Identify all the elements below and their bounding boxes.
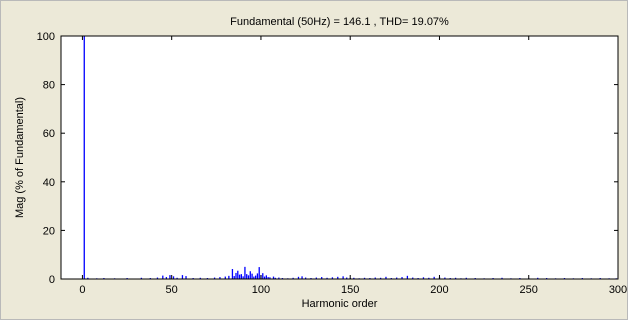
harmonic-bar [315,277,317,279]
x-tick-label: 300 [609,284,627,296]
harmonic-bar [199,277,201,279]
x-tick-label: 250 [520,284,538,296]
harmonic-bar [249,271,251,279]
harmonic-bar [297,276,300,279]
harmonic-bar [162,275,164,279]
y-axis-label: Mag (% of Fundamental) [14,97,26,218]
harmonic-bar [263,276,266,279]
harmonic-bar [278,277,280,279]
harmonic-bar [254,275,257,279]
harmonic-bar [262,273,264,279]
harmonic-bar [401,277,403,279]
x-tick-label: 50 [166,284,178,296]
harmonic-bar [385,276,387,279]
harmonic-bar [228,275,230,279]
harmonic-bar [326,277,328,279]
harmonic-bar [379,277,382,279]
harmonic-bar [235,272,237,279]
harmonic-bar [237,270,239,279]
harmonic-bar [247,275,250,279]
harmonic-bar [292,277,294,279]
plot-border [60,35,619,280]
harmonic-bar [256,273,259,279]
harmonic-bar [233,276,235,279]
x-tick-label: 150 [341,284,359,296]
harmonic-bar [181,275,184,279]
harmonic-bar [396,277,398,279]
harmonic-bar [422,277,425,279]
harmonic-bar [156,277,159,279]
harmonic-bar [465,277,467,279]
harmonic-bar [274,277,276,279]
harmonic-bar [321,277,323,279]
y-tick-label: 20 [43,225,55,237]
harmonic-bar [87,277,89,279]
harmonic-bar [331,277,334,279]
harmonic-bar [433,276,435,279]
harmonic-bar [172,276,175,279]
x-tick-label: 100 [252,284,270,296]
harmonic-bar [244,266,246,279]
plot-area [61,36,618,279]
y-axis-ticks: 0 20 40 60 80 100 [37,31,618,286]
x-tick-label: 0 [79,284,85,296]
x-tick-label: 200 [430,284,448,296]
y-tick-label: 80 [43,80,55,92]
x-axis-label: Harmonic order [302,298,378,310]
harmonic-bar [265,275,268,279]
harmonic-bar [140,277,143,279]
y-tick-label: 60 [43,128,55,140]
harmonic-bar [169,275,171,279]
harmonic-bar [246,274,248,279]
harmonic-bar [304,277,307,279]
harmonic-bar [374,277,376,279]
harmonic-bar [251,273,253,279]
harmonic-bar [272,276,275,279]
harmonic-bar [301,276,303,279]
harmonic-bar [353,277,355,279]
harmonic-bar [454,277,457,279]
harmonic-bar [267,277,269,279]
harmonic-bars [83,36,617,279]
harmonic-bar [406,275,409,279]
harmonic-bar [185,276,187,279]
chart-title: Fundamental (50Hz) = 146.1 , THD= 19.07% [230,16,449,28]
harmonic-bar [253,276,255,279]
harmonic-bar [537,277,539,279]
y-tick-label: 0 [49,274,55,286]
harmonic-bar [363,277,366,279]
harmonic-bar [444,277,446,279]
harmonic-bar [238,274,241,279]
y-tick-label: 100 [37,31,55,43]
harmonic-bar [501,277,503,279]
harmonic-bar [412,277,414,279]
harmonic-bar [258,267,260,279]
harmonic-bar [240,274,243,279]
harmonic-bar [219,277,221,279]
harmonic-bar [231,269,234,279]
harmonic-bar [428,277,430,279]
harmonic-bar [346,277,348,279]
harmonic-bar [213,277,216,279]
harmonic-bar [242,276,244,279]
harmonic-bar [269,277,271,279]
x-axis-ticks: 0 50 100 150 200 250 300 [79,36,627,296]
harmonic-bar [342,276,344,279]
y-tick-label: 40 [43,177,55,189]
harmonic-bar [83,36,85,279]
harmonic-bar [176,277,178,279]
harmonic-bar [224,276,226,279]
harmonic-bar [165,277,168,279]
harmonic-bar [337,276,339,279]
